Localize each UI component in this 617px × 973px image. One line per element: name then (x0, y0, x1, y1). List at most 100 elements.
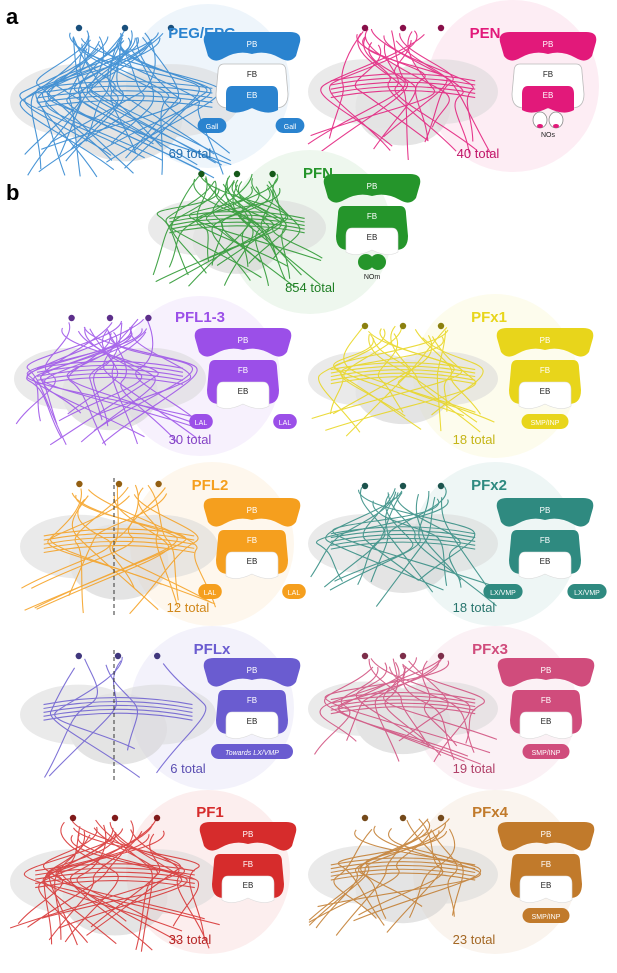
panel-pfx4: PFx4 PB FB EB SMP/INP 23 total (308, 790, 595, 954)
neuron-trace (422, 337, 484, 416)
cell-body (145, 314, 152, 322)
eb-label: EB (541, 881, 552, 890)
cell-body (121, 24, 129, 32)
noduli-right (370, 254, 386, 270)
neuron-trace (356, 662, 429, 746)
bubble-shape (282, 584, 306, 599)
neuron-trace (343, 325, 422, 430)
noduli-label: NOs (541, 132, 556, 139)
neuron-trace (19, 37, 124, 171)
neuron-band (330, 537, 476, 546)
neuron-trace (343, 327, 476, 413)
neuron-trace (231, 181, 279, 263)
neuron-band (330, 365, 476, 374)
neuron-trace (86, 36, 222, 166)
cell-body (361, 24, 369, 32)
region-schematic: PB FB EB LAL LAL (189, 328, 297, 429)
neuron-trace (95, 819, 153, 952)
panel-title: PFL1-3 (175, 309, 225, 326)
neuron-trace (402, 666, 455, 761)
neuron-band (36, 360, 184, 369)
neuron-trace (47, 40, 232, 166)
pb-label: PB (247, 506, 258, 515)
neuron-trace (71, 495, 159, 611)
bubble-shape (198, 584, 222, 599)
cell-body (437, 322, 445, 330)
eb-label: EB (540, 387, 551, 396)
panel-title: PFx3 (472, 641, 508, 658)
neuron-trace (325, 490, 444, 591)
cell-body (399, 814, 407, 822)
neuron-band (43, 528, 195, 537)
eb-label: EB (541, 717, 552, 726)
region-bubble: SMP/INP (522, 744, 570, 759)
fb-label: FB (247, 536, 257, 545)
panel-title: PEN (470, 25, 501, 42)
neuron-band (43, 712, 193, 721)
neuron-traces (15, 318, 205, 446)
region-bubble: LX/VMP (483, 584, 523, 599)
panel-label-b: b (6, 180, 20, 205)
region-bubble: LAL (273, 414, 297, 429)
noduli-spot-left (537, 124, 543, 128)
pb-label: PB (540, 336, 551, 345)
neuron-trace (272, 178, 301, 259)
neuron-trace (329, 490, 430, 591)
neuron-trace (354, 44, 429, 142)
neuron-band (43, 697, 193, 706)
pb-region (323, 174, 421, 203)
neuron-band (35, 863, 195, 872)
pb-label: PB (543, 40, 554, 49)
eb-region (519, 875, 573, 903)
neuron-trace (102, 318, 197, 439)
neuron-trace (345, 337, 411, 437)
neuron-trace (26, 320, 123, 445)
eb-label: EB (540, 557, 551, 566)
neuron-trace (17, 830, 165, 925)
neuron-band (330, 81, 476, 90)
cell-body (69, 814, 77, 822)
panel-total: 30 total (169, 432, 212, 447)
eb-label: EB (543, 91, 554, 100)
neuron-trace (375, 496, 436, 607)
neuron-band (169, 210, 305, 219)
bubble-shape (273, 414, 297, 429)
cell-body (361, 322, 369, 330)
neuron-trace (337, 661, 482, 765)
neuron-trace (77, 834, 200, 927)
cell-body (361, 482, 369, 490)
brain-lobe-center (355, 68, 451, 146)
cell-body (399, 24, 407, 32)
cell-body (399, 322, 407, 330)
fb-label: FB (243, 860, 253, 869)
neuron-trace (114, 833, 210, 949)
bubble-label: LAL (279, 420, 292, 427)
neuron-trace (188, 177, 253, 287)
pb-region (194, 328, 292, 357)
neuron-trace (396, 492, 462, 588)
bubble-label: Gall (206, 124, 219, 131)
neuron-trace (358, 818, 450, 919)
cell-body (361, 652, 369, 660)
neuron-traces (21, 484, 217, 615)
region-schematic: PB FB EB SMP/INP (497, 658, 595, 759)
pb-region (199, 822, 297, 851)
cell-body (269, 170, 276, 178)
neuron-traces (307, 28, 492, 162)
pb-region (497, 822, 595, 851)
neuron-band (330, 85, 476, 94)
neuron-band (36, 364, 184, 373)
neuron-band (169, 221, 305, 230)
neuron-band (330, 868, 476, 877)
bubble-shape (483, 584, 523, 599)
cell-body (111, 814, 119, 822)
neuron-band (330, 372, 476, 381)
pb-region (496, 328, 594, 357)
bubble-shape (275, 118, 305, 133)
neuron-trace (395, 40, 492, 156)
neuron-band (330, 362, 476, 371)
neuron-traces (308, 818, 482, 936)
panel-total: 854 total (285, 280, 335, 295)
